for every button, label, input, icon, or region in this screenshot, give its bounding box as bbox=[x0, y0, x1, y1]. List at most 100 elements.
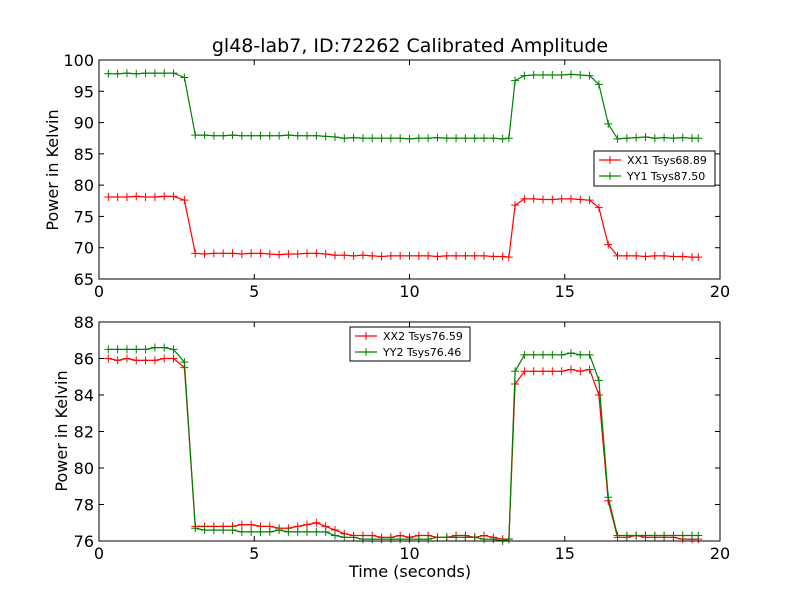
data-point bbox=[150, 343, 159, 352]
data-point bbox=[247, 527, 256, 536]
data-point bbox=[349, 251, 358, 260]
data-point bbox=[169, 192, 178, 201]
data-point bbox=[585, 196, 594, 205]
data-point bbox=[566, 365, 575, 374]
data-point bbox=[498, 252, 507, 261]
data-point bbox=[141, 193, 150, 202]
data-point bbox=[424, 251, 433, 260]
data-point bbox=[237, 520, 246, 529]
data-point bbox=[489, 134, 498, 143]
data-point bbox=[613, 251, 622, 260]
y-tick-label: 75 bbox=[74, 207, 94, 226]
y-tick-label: 80 bbox=[74, 176, 94, 195]
data-point bbox=[641, 531, 650, 540]
y-tick-label: 76 bbox=[74, 532, 94, 551]
series-line-1 bbox=[108, 347, 699, 542]
data-point bbox=[678, 252, 687, 261]
y-tick-label: 90 bbox=[74, 114, 94, 133]
data-point bbox=[180, 196, 189, 205]
data-point bbox=[377, 535, 386, 544]
data-point bbox=[539, 195, 548, 204]
data-point bbox=[160, 343, 169, 352]
data-point bbox=[386, 134, 395, 143]
data-point bbox=[284, 249, 293, 258]
data-point bbox=[504, 253, 513, 262]
data-point bbox=[424, 134, 433, 143]
y-tick-label: 70 bbox=[74, 239, 94, 258]
data-point bbox=[557, 350, 566, 359]
data-point bbox=[180, 73, 189, 82]
data-point bbox=[284, 527, 293, 536]
y-tick-label: 82 bbox=[74, 423, 94, 442]
data-point bbox=[622, 251, 631, 260]
x-tick-label: 5 bbox=[249, 544, 259, 563]
data-point bbox=[557, 194, 566, 203]
data-point bbox=[694, 531, 703, 540]
y-tick-label: 84 bbox=[74, 386, 94, 405]
x-tick-label: 0 bbox=[94, 282, 104, 301]
data-point bbox=[529, 350, 538, 359]
data-point bbox=[191, 524, 200, 533]
x-tick-label: 20 bbox=[710, 282, 730, 301]
data-point bbox=[442, 533, 451, 542]
data-point bbox=[504, 134, 513, 143]
data-point bbox=[669, 252, 678, 261]
data-point bbox=[386, 251, 395, 260]
x-tick-label: 20 bbox=[710, 544, 730, 563]
data-point bbox=[330, 531, 339, 540]
data-point bbox=[293, 249, 302, 258]
data-point bbox=[180, 358, 189, 367]
data-point bbox=[520, 194, 529, 203]
data-point bbox=[557, 71, 566, 80]
top-chart: gl48-lab7, ID:72262 Calibrated Amplitude… bbox=[43, 35, 730, 301]
data-point bbox=[303, 520, 312, 529]
data-point bbox=[694, 253, 703, 262]
data-point bbox=[340, 251, 349, 260]
data-point bbox=[122, 345, 131, 354]
data-point bbox=[641, 252, 650, 261]
data-point bbox=[694, 134, 703, 143]
data-point bbox=[604, 240, 613, 249]
data-point bbox=[265, 131, 274, 140]
data-point bbox=[358, 134, 367, 143]
data-point bbox=[613, 531, 622, 540]
data-point bbox=[265, 527, 274, 536]
data-point bbox=[247, 520, 256, 529]
data-point bbox=[132, 345, 141, 354]
data-point bbox=[594, 203, 603, 212]
data-point bbox=[141, 356, 150, 365]
data-point bbox=[368, 134, 377, 143]
data-point bbox=[228, 131, 237, 140]
data-point bbox=[132, 69, 141, 78]
data-point bbox=[660, 251, 669, 260]
data-point bbox=[122, 69, 131, 78]
data-point bbox=[275, 250, 284, 259]
data-point bbox=[113, 345, 122, 354]
data-point bbox=[520, 350, 529, 359]
data-point bbox=[200, 249, 209, 258]
data-point bbox=[340, 533, 349, 542]
data-point bbox=[622, 134, 631, 143]
data-point bbox=[529, 194, 538, 203]
series-line-0 bbox=[108, 195, 699, 258]
data-point bbox=[660, 133, 669, 142]
data-point bbox=[650, 531, 659, 540]
y-tick-label: 88 bbox=[74, 313, 94, 332]
data-point bbox=[604, 493, 613, 502]
y-tick-label: 95 bbox=[74, 82, 94, 101]
data-point bbox=[237, 527, 246, 536]
legend-label: YY1 Tsys87.50 bbox=[626, 170, 705, 183]
data-point bbox=[122, 193, 131, 202]
y-tick-label: 78 bbox=[74, 496, 94, 515]
data-point bbox=[461, 533, 470, 542]
chart-title: gl48-lab7, ID:72262 Calibrated Amplitude bbox=[212, 35, 608, 57]
legend-marker bbox=[606, 172, 614, 180]
data-point bbox=[113, 69, 122, 78]
data-point bbox=[557, 367, 566, 376]
data-point bbox=[358, 535, 367, 544]
legend-label: YY2 Tsys76.46 bbox=[382, 346, 461, 359]
data-point bbox=[632, 251, 641, 260]
bottom-legend: XX2 Tsys76.59 YY2 Tsys76.46 bbox=[349, 326, 471, 362]
x-tick-label: 0 bbox=[94, 544, 104, 563]
